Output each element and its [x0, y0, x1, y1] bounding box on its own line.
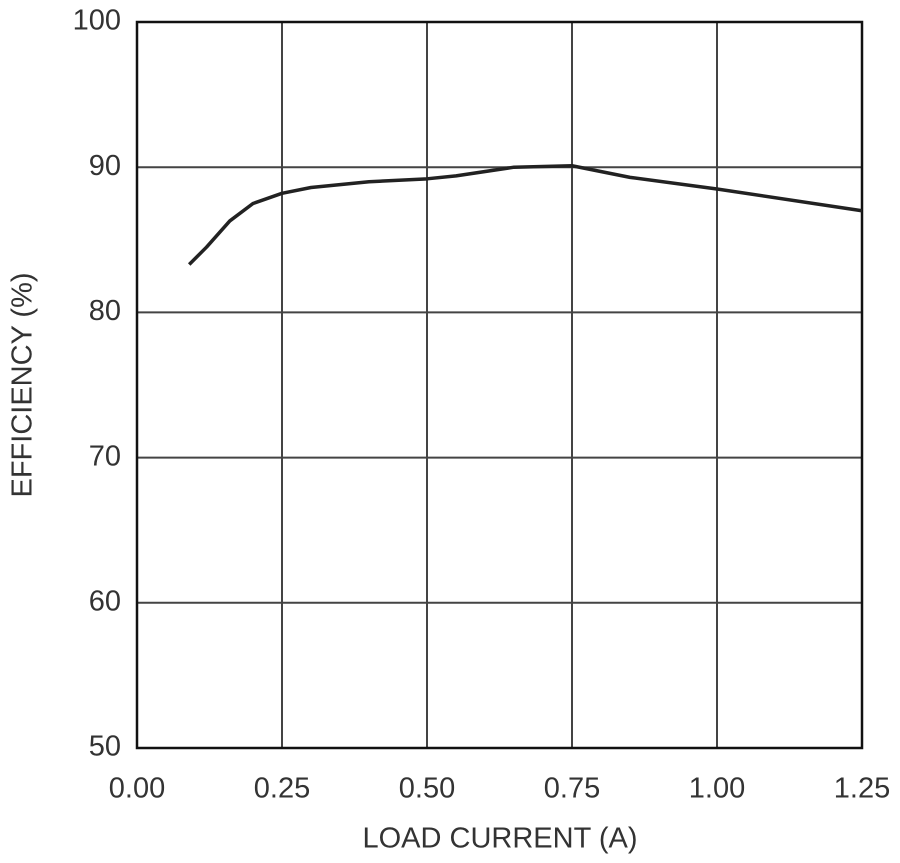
y-tick-label: 70 — [89, 440, 121, 472]
y-tick-label: 60 — [89, 585, 121, 617]
y-axis-label: EFFICIENCY (%) — [7, 272, 39, 497]
x-tick-label: 0.25 — [254, 773, 310, 805]
y-tick-label: 50 — [89, 731, 121, 763]
data-line — [187, 163, 863, 266]
x-tick-label: 0.75 — [544, 773, 600, 805]
plot-frame — [135, 20, 864, 750]
x-tick-label: 0.00 — [109, 773, 165, 805]
y-tick-label: 100 — [73, 5, 121, 37]
y-tick-label: 80 — [89, 295, 121, 327]
x-tick-label: 1.25 — [834, 773, 890, 805]
x-tick-label: 1.00 — [689, 773, 745, 805]
y-tick-label: 90 — [89, 150, 121, 182]
x-axis-label: LOAD CURRENT (A) — [363, 823, 638, 855]
x-tick-label: 0.50 — [399, 773, 455, 805]
